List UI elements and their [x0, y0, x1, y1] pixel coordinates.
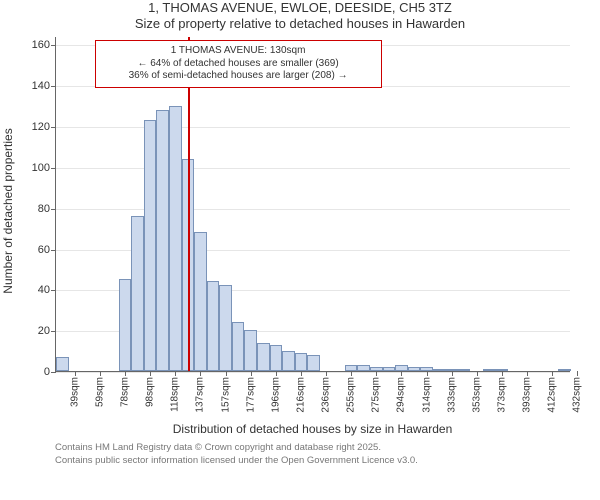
annotation-line1: 1 THOMAS AVENUE: 130sqm: [102, 45, 375, 58]
histogram-bar: [357, 365, 370, 371]
annotation-box: 1 THOMAS AVENUE: 130sqm ← 64% of detache…: [95, 40, 382, 88]
x-tick-label: 196sqm: [270, 377, 281, 413]
gridline: [56, 127, 570, 128]
x-tick: [100, 371, 101, 376]
y-tick-label: 140: [32, 80, 56, 92]
y-tick-label: 40: [38, 284, 56, 296]
histogram-bar: [282, 351, 295, 371]
x-tick-label: 333sqm: [446, 377, 457, 413]
x-tick: [200, 371, 201, 376]
x-tick-label: 216sqm: [295, 377, 306, 413]
x-tick-label: 236sqm: [321, 377, 332, 413]
histogram-bar: [156, 110, 169, 371]
histogram-bar: [169, 106, 182, 372]
y-tick-label: 80: [38, 203, 56, 215]
footnote: Contains HM Land Registry data © Crown c…: [55, 442, 600, 467]
x-tick: [577, 371, 578, 376]
histogram-bar: [232, 322, 245, 371]
x-tick: [301, 371, 302, 376]
x-tick: [226, 371, 227, 376]
histogram-bar: [458, 369, 471, 371]
x-tick-label: 412sqm: [547, 377, 558, 413]
x-tick: [276, 371, 277, 376]
x-tick: [150, 371, 151, 376]
x-tick-label: 118sqm: [170, 377, 181, 412]
histogram-bar: [207, 281, 220, 371]
x-tick-label: 275sqm: [371, 377, 382, 413]
histogram-bar: [408, 367, 421, 371]
histogram-bar: [383, 367, 396, 371]
histogram-bar: [270, 345, 283, 372]
x-tick: [527, 371, 528, 376]
histogram-bar: [257, 343, 270, 372]
x-tick-label: 373sqm: [496, 377, 507, 413]
x-tick-label: 353sqm: [471, 377, 482, 413]
y-tick-label: 120: [32, 121, 56, 133]
histogram-bar: [119, 279, 132, 371]
x-tick-label: 157sqm: [220, 377, 231, 413]
x-tick-label: 39sqm: [69, 377, 80, 407]
footnote-line2: Contains public sector information licen…: [55, 455, 600, 467]
histogram-bar: [295, 353, 308, 371]
x-tick-label: 177sqm: [245, 377, 256, 413]
histogram-bar: [144, 120, 157, 371]
y-tick-label: 160: [32, 39, 56, 51]
x-tick: [552, 371, 553, 376]
chart-title: 1, THOMAS AVENUE, EWLOE, DEESIDE, CH5 3T…: [0, 0, 600, 31]
title-line1: 1, THOMAS AVENUE, EWLOE, DEESIDE, CH5 3T…: [0, 0, 600, 16]
gridline: [56, 168, 570, 169]
x-tick: [401, 371, 402, 376]
histogram-bar: [56, 357, 69, 371]
y-tick-label: 20: [38, 325, 56, 337]
x-tick-label: 294sqm: [396, 377, 407, 413]
annotation-line2: ← 64% of detached houses are smaller (36…: [102, 58, 375, 71]
y-axis-label: Number of detached properties: [1, 128, 15, 293]
histogram-bar: [558, 369, 571, 371]
histogram-bar: [194, 232, 207, 371]
plot-wrap: 1 THOMAS AVENUE: 130sqm ← 64% of detache…: [55, 37, 600, 372]
x-tick: [125, 371, 126, 376]
histogram-bar: [307, 355, 320, 371]
footnote-line1: Contains HM Land Registry data © Crown c…: [55, 442, 600, 454]
x-tick: [376, 371, 377, 376]
x-tick-label: 255sqm: [346, 377, 357, 413]
x-tick: [477, 371, 478, 376]
x-tick: [326, 371, 327, 376]
y-tick-label: 0: [44, 366, 56, 378]
x-tick-label: 314sqm: [421, 377, 432, 413]
x-tick: [351, 371, 352, 376]
x-tick: [251, 371, 252, 376]
x-tick: [75, 371, 76, 376]
histogram-bar: [483, 369, 496, 371]
x-tick-label: 393sqm: [522, 377, 533, 413]
histogram-bar: [244, 330, 257, 371]
gridline: [56, 372, 570, 373]
y-tick-label: 100: [32, 162, 56, 174]
x-axis-label: Distribution of detached houses by size …: [55, 422, 570, 436]
x-tick-label: 98sqm: [145, 377, 156, 407]
x-tick: [502, 371, 503, 376]
histogram-bar: [433, 369, 446, 371]
x-tick-label: 137sqm: [195, 377, 206, 413]
x-tick-label: 78sqm: [120, 377, 131, 407]
gridline: [56, 209, 570, 210]
y-tick-label: 60: [38, 244, 56, 256]
x-tick: [452, 371, 453, 376]
annotation-line3: 36% of semi-detached houses are larger (…: [102, 70, 375, 83]
x-tick: [427, 371, 428, 376]
x-tick: [175, 371, 176, 376]
histogram-plot: 1 THOMAS AVENUE: 130sqm ← 64% of detache…: [55, 37, 570, 372]
title-line2: Size of property relative to detached ho…: [0, 16, 600, 32]
histogram-bar: [219, 285, 232, 371]
histogram-bar: [131, 216, 144, 371]
x-tick-label: 432sqm: [572, 377, 583, 413]
x-tick-label: 59sqm: [94, 377, 105, 407]
